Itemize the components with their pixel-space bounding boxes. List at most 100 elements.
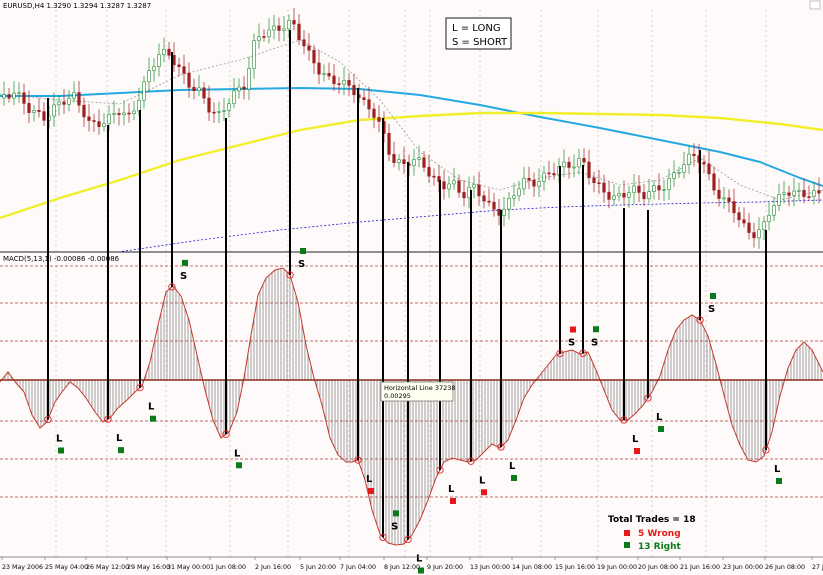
candle-body [607, 191, 611, 200]
summary-wrong: 5 Wrong [638, 529, 681, 539]
candle-body [127, 112, 131, 115]
trade-point-marker [104, 415, 112, 423]
candle-body [352, 85, 356, 96]
candle-body [117, 113, 121, 115]
trade-result-marker-icon [776, 478, 782, 484]
summary-total: Total Trades = 18 [608, 515, 696, 525]
trade-result-marker-icon [593, 326, 599, 333]
candle-body [632, 185, 636, 194]
trade-signals: L L L S L S L S L L L L S S L L S L [44, 30, 782, 574]
candle-body [252, 40, 256, 69]
candle-body [712, 173, 716, 191]
x-axis-label: 1 Jun 08:00 [210, 564, 246, 571]
candle-body [412, 159, 416, 166]
candle-body [247, 68, 251, 90]
wrong-marker-icon [624, 530, 630, 536]
trade-result-marker-icon [300, 248, 306, 254]
trade-point-marker [44, 415, 52, 424]
candle-body [732, 201, 736, 214]
candle-body [42, 111, 46, 121]
candle-body [687, 153, 691, 165]
candle-body [212, 111, 216, 114]
candle-body [472, 184, 476, 188]
candle-body [402, 159, 406, 165]
candle-body [702, 162, 706, 165]
candle-body [387, 133, 391, 155]
trade-result-marker-icon [150, 415, 156, 422]
trade-result-marker-icon [368, 488, 374, 494]
window-control[interactable] [809, 0, 821, 10]
grid [0, 10, 823, 557]
trade-label: S [298, 259, 305, 270]
candle-body [807, 196, 811, 198]
candle-body [667, 178, 671, 190]
candle-body [527, 177, 531, 181]
trade-point-marker [620, 416, 628, 424]
candle-body [272, 25, 276, 31]
candle-body [797, 189, 801, 192]
tooltip-line1: Horizontal Line 37238 [384, 384, 456, 392]
trade-point-marker [168, 283, 176, 291]
candle-body [562, 161, 566, 168]
legend-long: L = LONG [452, 23, 501, 34]
candle-body [12, 92, 16, 99]
candle-body [72, 92, 76, 99]
trade-label: L [632, 434, 639, 445]
candle-body [707, 163, 711, 175]
candle-body [502, 208, 506, 216]
candle-body [57, 101, 61, 106]
x-axis-label: 26 Jun 08:00 [765, 564, 805, 571]
candle-body [802, 189, 806, 197]
trade-label: S [591, 337, 598, 348]
candle-body [622, 193, 626, 198]
candle-body [682, 164, 686, 173]
candle-body [202, 87, 206, 99]
candle-body [747, 222, 751, 233]
candle-body [52, 104, 56, 117]
candle-body [692, 153, 696, 156]
trade-label: L [56, 434, 63, 445]
trade-point-marker [379, 533, 387, 542]
right-marker-icon [624, 542, 630, 548]
trade-point-marker [556, 349, 564, 358]
candle-body [197, 87, 201, 91]
candle-body [37, 110, 41, 112]
candle-body [752, 232, 756, 239]
candle-body [242, 86, 246, 90]
trade-point-marker [762, 446, 770, 454]
candle-body [322, 73, 326, 75]
candle-body [457, 180, 461, 193]
trade-label: L [148, 402, 155, 413]
candle-body [542, 172, 546, 182]
candle-body [492, 201, 496, 210]
candle-body [577, 158, 581, 168]
symbol-info: EURUSD,H4 1.3290 1.3294 1.3287 1.3287 [3, 2, 151, 10]
candle-body [112, 113, 116, 115]
horizontal-line-tooltip: Horizontal Line 37238 0.00295 [380, 381, 456, 402]
candle-body [572, 166, 576, 169]
candle-body [497, 208, 501, 216]
candle-body [32, 110, 36, 113]
trade-label: L [234, 448, 241, 459]
candle-body [282, 28, 286, 31]
candle-body [652, 185, 656, 192]
candle-body [307, 45, 311, 51]
macd-label: MACD(5,13,1) -0.00086 -0.00086 [3, 255, 120, 263]
candle-body [477, 184, 481, 197]
trade-point-marker [354, 456, 362, 464]
candle-body [317, 62, 321, 75]
trade-point-marker [222, 430, 230, 438]
trade-label: L [416, 554, 423, 565]
candle-body [742, 219, 746, 224]
candle-body [302, 39, 306, 47]
trade-result-marker-icon [393, 510, 399, 517]
x-axis-label: 2 Jun 16:00 [255, 564, 291, 571]
candlesticks [2, 7, 821, 249]
candle-body [277, 25, 281, 31]
candle-body [207, 97, 211, 113]
legend-short: S = SHORT [452, 37, 508, 48]
x-axis-label: 23 Jun 00:00 [723, 564, 763, 571]
candle-body [597, 182, 601, 185]
candle-body [507, 197, 511, 210]
candle-body [312, 49, 316, 64]
